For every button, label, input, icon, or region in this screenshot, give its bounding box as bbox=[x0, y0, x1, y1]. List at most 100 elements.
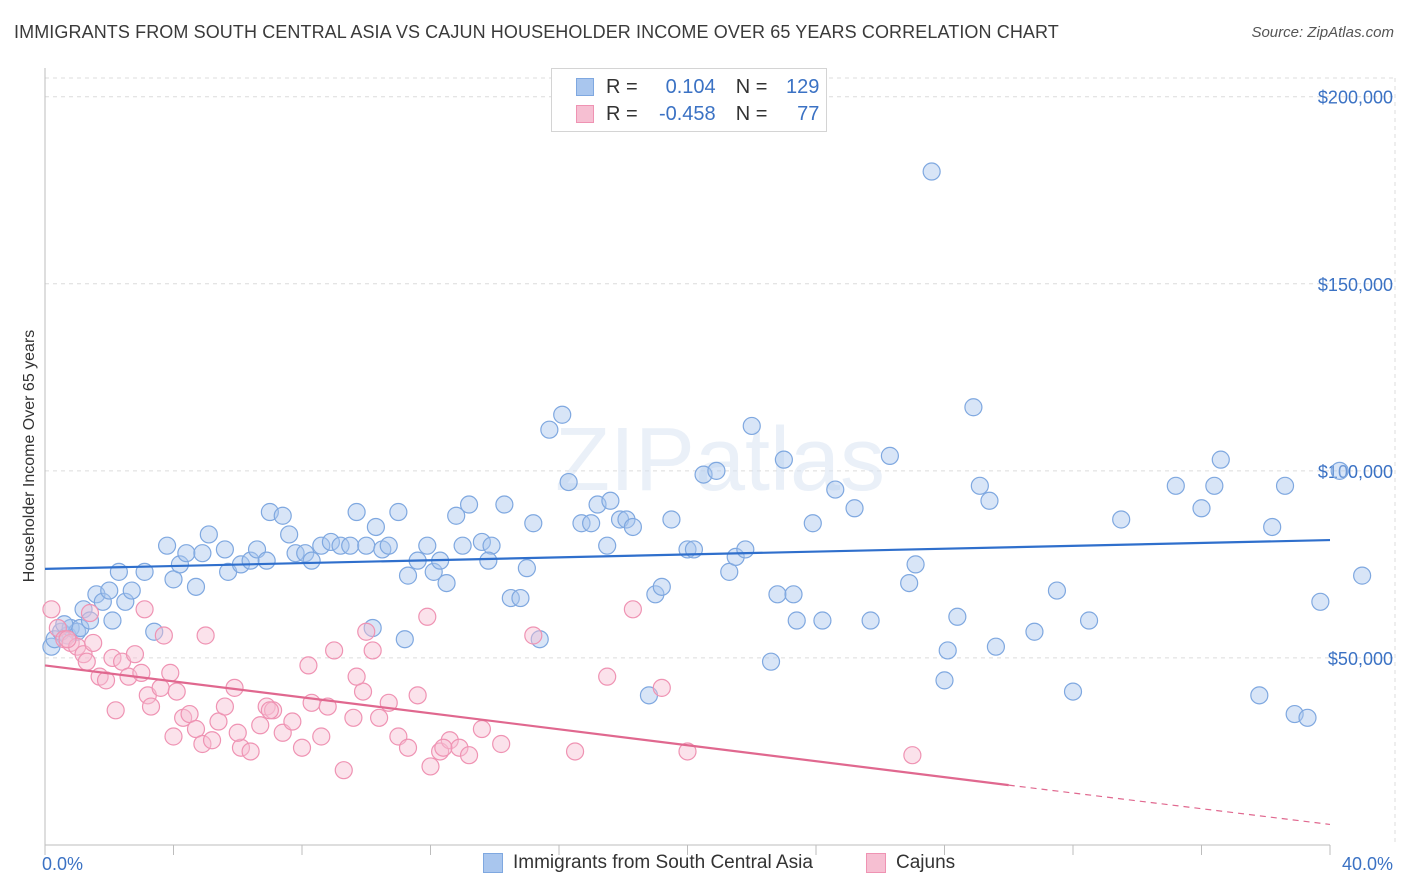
data-point-immigrants bbox=[742, 416, 761, 436]
data-point-immigrants bbox=[389, 502, 408, 522]
x-tick-label: 0.0% bbox=[42, 854, 83, 874]
data-point-cajuns bbox=[193, 734, 212, 754]
trend-line-immigrants bbox=[44, 538, 1331, 570]
data-point-cajuns bbox=[77, 652, 96, 671]
data-point-immigrants bbox=[280, 525, 299, 544]
data-point-cajuns bbox=[231, 738, 251, 757]
data-point-cajuns bbox=[251, 716, 270, 735]
data-point-cajuns bbox=[344, 708, 363, 727]
data-point-immigrants bbox=[511, 588, 530, 608]
data-point-cajuns bbox=[353, 682, 373, 701]
data-point-immigrants bbox=[1166, 476, 1185, 495]
data-point-immigrants bbox=[157, 536, 177, 555]
data-point-immigrants bbox=[296, 544, 315, 563]
data-point-immigrants bbox=[553, 405, 572, 424]
data-point-cajuns bbox=[524, 626, 543, 645]
data-point-immigrants bbox=[100, 581, 119, 600]
data-point-immigrants bbox=[302, 551, 321, 570]
data-point-immigrants bbox=[424, 562, 443, 581]
y-tick-label: $100,000 bbox=[1318, 462, 1393, 482]
data-point-immigrants bbox=[321, 532, 341, 552]
data-point-cajuns bbox=[434, 738, 453, 757]
data-point-immigrants bbox=[559, 472, 578, 492]
data-point-cajuns bbox=[357, 622, 376, 641]
data-point-immigrants bbox=[768, 585, 787, 604]
data-point-cajuns bbox=[141, 697, 161, 716]
data-point-immigrants bbox=[1192, 499, 1211, 518]
data-point-immigrants bbox=[418, 536, 437, 555]
data-point-immigrants bbox=[341, 536, 360, 555]
data-point-cajuns bbox=[42, 600, 61, 619]
legend-swatch-blue bbox=[483, 853, 503, 873]
source-label: Source: ZipAtlas.com bbox=[1251, 24, 1394, 41]
data-point-immigrants bbox=[935, 671, 954, 690]
data-point-immigrants bbox=[617, 510, 636, 529]
data-point-immigrants bbox=[366, 517, 385, 537]
data-point-immigrants bbox=[1112, 510, 1131, 529]
data-point-immigrants bbox=[938, 641, 957, 660]
legend-item-immigrants[interactable]: Immigrants from South Central Asia bbox=[483, 852, 813, 874]
tick-labels: $50,000 $100,000 $150,000 $200,000 0.0% 40.0% bbox=[42, 88, 1393, 874]
data-point-cajuns bbox=[472, 719, 491, 739]
data-point-immigrants bbox=[479, 551, 498, 570]
data-point-cajuns bbox=[292, 738, 312, 757]
y-tick-label: $50,000 bbox=[1328, 649, 1393, 669]
data-point-immigrants bbox=[1063, 682, 1083, 701]
data-point-immigrants bbox=[524, 514, 543, 533]
trend-line-cajuns-extension bbox=[1008, 784, 1331, 826]
data-point-cajuns bbox=[418, 607, 437, 626]
data-point-immigrants bbox=[707, 461, 726, 480]
data-point-immigrants bbox=[986, 637, 1006, 656]
data-point-immigrants bbox=[357, 536, 376, 555]
data-point-immigrants bbox=[177, 544, 196, 563]
data-point-immigrants bbox=[572, 514, 591, 533]
data-point-immigrants bbox=[286, 544, 305, 563]
y-tick-label: $200,000 bbox=[1318, 88, 1393, 108]
data-point-immigrants bbox=[395, 630, 414, 649]
data-point-immigrants bbox=[1298, 708, 1317, 727]
data-point-cajuns bbox=[325, 641, 344, 660]
data-point-cajuns bbox=[652, 678, 671, 697]
data-point-cajuns bbox=[678, 742, 697, 761]
data-point-cajuns bbox=[135, 600, 154, 619]
data-point-cajuns bbox=[58, 630, 77, 649]
data-point-immigrants bbox=[761, 652, 781, 671]
data-point-immigrants bbox=[1211, 450, 1230, 469]
data-point-immigrants bbox=[186, 577, 206, 596]
data-point-immigrants bbox=[398, 566, 418, 585]
data-point-immigrants bbox=[164, 570, 183, 589]
data-point-cajuns bbox=[283, 712, 302, 731]
data-point-cajuns bbox=[106, 701, 125, 720]
data-point-cajuns bbox=[598, 667, 617, 686]
data-point-cajuns bbox=[363, 641, 382, 660]
legend-item-cajuns[interactable]: Cajuns bbox=[866, 852, 955, 874]
data-point-immigrants bbox=[922, 162, 941, 181]
data-point-immigrants bbox=[495, 495, 514, 514]
data-point-immigrants bbox=[312, 536, 331, 555]
legend-r-label: R = bbox=[606, 75, 638, 98]
data-point-immigrants bbox=[517, 559, 536, 578]
data-point-cajuns bbox=[241, 742, 260, 761]
axes bbox=[44, 68, 1331, 855]
data-point-cajuns bbox=[80, 603, 100, 623]
data-point-immigrants bbox=[720, 562, 739, 581]
x-tick-label: 40.0% bbox=[1342, 854, 1393, 874]
data-point-immigrants bbox=[582, 514, 601, 533]
data-point-immigrants bbox=[1311, 592, 1330, 611]
data-point-immigrants bbox=[1250, 686, 1269, 705]
data-point-cajuns bbox=[370, 708, 389, 727]
data-point-cajuns bbox=[299, 656, 318, 675]
data-point-immigrants bbox=[103, 611, 122, 630]
data-point-immigrants bbox=[379, 536, 398, 555]
data-point-immigrants bbox=[623, 517, 642, 537]
legend-row-cajuns: R = -0.458 N = 77 bbox=[576, 101, 819, 127]
data-point-immigrants bbox=[598, 536, 617, 555]
legend-r-value: -0.458 bbox=[658, 102, 716, 125]
data-point-cajuns bbox=[408, 686, 427, 705]
data-point-immigrants bbox=[948, 607, 967, 626]
data-point-immigrants bbox=[601, 491, 620, 510]
data-point-cajuns bbox=[151, 678, 170, 697]
data-point-cajuns bbox=[440, 731, 459, 750]
data-point-immigrants bbox=[1275, 476, 1295, 495]
data-point-immigrants bbox=[1025, 622, 1044, 641]
